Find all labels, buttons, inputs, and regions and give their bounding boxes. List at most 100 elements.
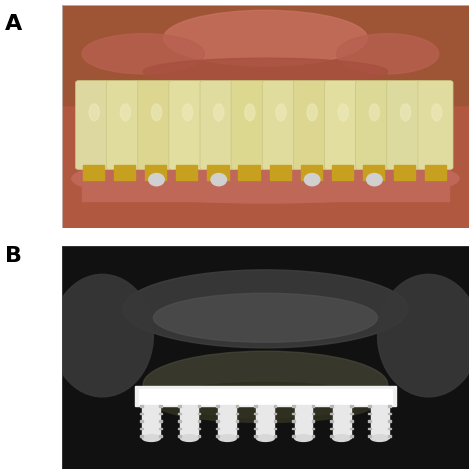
Bar — [292, 435, 295, 437]
Bar — [311, 413, 314, 414]
Bar — [254, 428, 257, 429]
Bar — [270, 165, 291, 180]
Ellipse shape — [149, 173, 164, 186]
Ellipse shape — [211, 173, 227, 186]
Bar — [350, 413, 353, 414]
Bar — [273, 420, 276, 422]
Bar — [140, 413, 143, 414]
Bar — [256, 405, 274, 438]
FancyBboxPatch shape — [356, 81, 391, 170]
Bar — [145, 165, 166, 180]
Bar — [330, 428, 333, 429]
Ellipse shape — [153, 383, 377, 422]
Bar — [140, 435, 143, 437]
Ellipse shape — [431, 104, 442, 121]
Bar — [159, 428, 162, 429]
Bar — [207, 165, 228, 180]
Ellipse shape — [143, 351, 388, 418]
Bar — [301, 165, 322, 180]
Ellipse shape — [256, 435, 274, 441]
Bar — [114, 165, 135, 180]
Bar — [350, 420, 353, 422]
Bar — [254, 435, 257, 437]
Ellipse shape — [304, 173, 320, 186]
Ellipse shape — [307, 104, 317, 121]
Bar — [159, 435, 162, 437]
FancyBboxPatch shape — [169, 81, 204, 170]
Bar — [388, 413, 391, 414]
Ellipse shape — [369, 104, 380, 121]
FancyBboxPatch shape — [231, 81, 266, 170]
Ellipse shape — [333, 435, 350, 441]
Bar — [236, 435, 238, 437]
Bar — [388, 420, 391, 422]
FancyBboxPatch shape — [293, 81, 328, 170]
FancyBboxPatch shape — [418, 81, 453, 170]
Bar — [311, 420, 314, 422]
Bar — [236, 428, 238, 429]
Text: A: A — [5, 14, 22, 34]
Ellipse shape — [120, 104, 130, 121]
Ellipse shape — [276, 104, 286, 121]
Bar — [178, 435, 181, 437]
Bar — [198, 420, 201, 422]
Bar — [139, 389, 392, 403]
Bar — [178, 413, 181, 414]
Bar — [332, 165, 353, 180]
Bar — [140, 428, 143, 429]
Ellipse shape — [401, 104, 410, 121]
Ellipse shape — [338, 104, 348, 121]
Bar — [178, 405, 181, 407]
Bar — [238, 165, 260, 180]
Bar — [333, 405, 350, 438]
Bar — [273, 413, 276, 414]
Ellipse shape — [142, 435, 160, 441]
Ellipse shape — [245, 104, 255, 121]
Ellipse shape — [214, 104, 224, 121]
Bar — [330, 435, 333, 437]
Bar — [140, 405, 143, 407]
Bar — [350, 435, 353, 437]
Bar — [388, 435, 391, 437]
Bar — [159, 420, 162, 422]
Bar — [198, 435, 201, 437]
Bar — [236, 420, 238, 422]
Bar — [368, 405, 371, 407]
Bar — [82, 167, 449, 201]
Bar — [159, 405, 162, 407]
FancyBboxPatch shape — [325, 81, 360, 170]
Bar — [198, 428, 201, 429]
Bar — [394, 165, 415, 180]
Ellipse shape — [123, 270, 408, 348]
Bar — [181, 405, 198, 438]
Ellipse shape — [371, 435, 389, 441]
Bar — [350, 405, 353, 407]
Bar — [292, 420, 295, 422]
Bar — [159, 413, 162, 414]
Bar — [330, 413, 333, 414]
Bar — [254, 420, 257, 422]
Bar — [388, 428, 391, 429]
FancyBboxPatch shape — [200, 81, 235, 170]
Ellipse shape — [72, 154, 459, 203]
Bar — [236, 413, 238, 414]
Bar — [198, 413, 201, 414]
Ellipse shape — [337, 34, 439, 74]
Bar — [273, 435, 276, 437]
Bar — [292, 405, 295, 407]
Ellipse shape — [151, 104, 162, 121]
Bar — [236, 405, 238, 407]
Text: B: B — [5, 246, 22, 266]
Bar — [294, 405, 312, 438]
Bar — [363, 165, 384, 180]
Ellipse shape — [164, 10, 367, 66]
Ellipse shape — [219, 435, 237, 441]
Bar — [142, 405, 160, 438]
Bar — [292, 413, 295, 414]
FancyBboxPatch shape — [262, 81, 297, 170]
Bar — [216, 413, 219, 414]
Bar — [368, 435, 371, 437]
Bar — [216, 405, 219, 407]
Bar — [219, 405, 237, 438]
Ellipse shape — [82, 34, 204, 74]
